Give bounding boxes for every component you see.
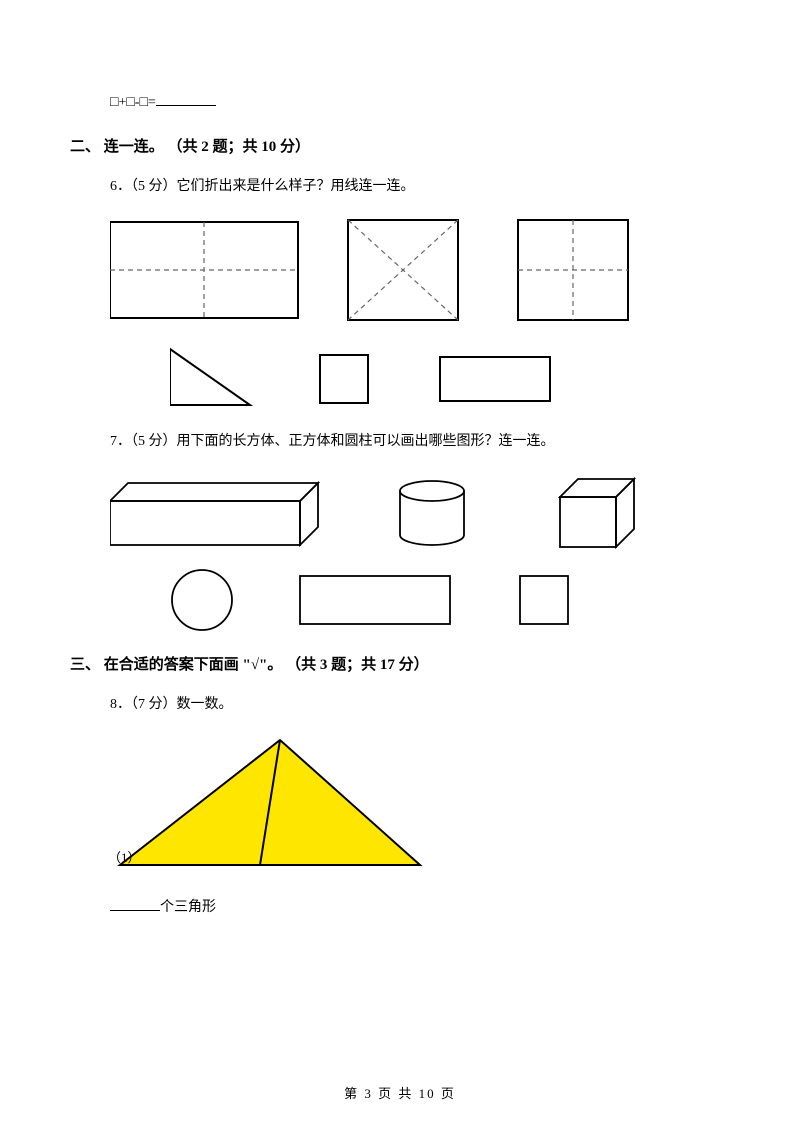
- q7-row1: [110, 473, 730, 553]
- q6-row2: [170, 347, 730, 409]
- expression-line: □+□-□=: [70, 90, 730, 115]
- q8-sub1-label: （1）: [108, 847, 141, 866]
- q8-triangle-svg: [110, 735, 450, 875]
- q8-text: 8．（7 分）数一数。: [70, 692, 730, 717]
- q7-text: 7．（5 分）用下面的长方体、正方体和圆柱可以画出哪些图形？连一连。: [70, 429, 730, 454]
- q6-row1-svg: [110, 217, 670, 327]
- q8-answer-text: 个三角形: [160, 900, 216, 915]
- q8-answer-line: 个三角形: [70, 895, 730, 920]
- section-2-title: 二、 连一连。 （共 2 题；共 10 分）: [70, 135, 730, 156]
- q7-row2: [170, 568, 730, 633]
- expr-blank[interactable]: [156, 92, 216, 106]
- page-footer: 第 3 页 共 10 页: [0, 1083, 800, 1102]
- q6-text: 6．（5 分）它们折出来是什么样子？用线连一连。: [70, 174, 730, 199]
- expr-text: □+□-□=: [110, 95, 156, 110]
- q8-blank[interactable]: [110, 897, 160, 911]
- q7-solids-svg: [110, 473, 670, 553]
- q6-row2-svg: [170, 347, 590, 409]
- section-3-title: 三、 在合适的答案下面画 "√"。 （共 3 题；共 17 分）: [70, 653, 730, 674]
- q7-flat-svg: [170, 568, 630, 633]
- q6-row1: [110, 217, 730, 327]
- q8-figure: （1）: [110, 735, 730, 875]
